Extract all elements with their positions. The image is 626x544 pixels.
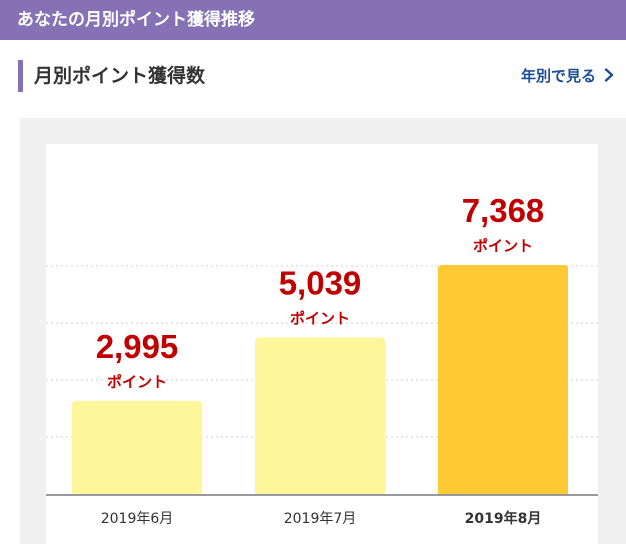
page-header: あなたの月別ポイント獲得推移: [0, 0, 626, 40]
bar-unit-label: ポイント: [107, 373, 167, 391]
section-title: 月別ポイント獲得数: [34, 65, 206, 87]
monthly-points-chart: 2,995 ポイント 2019年6月 5,039 ポイント 2019年7月 7,368 ポイン…: [46, 192, 598, 527]
bar-value-label: 7,368: [462, 192, 545, 229]
x-tick-label: 2019年8月: [465, 510, 542, 527]
bar: [438, 265, 568, 494]
chevron-right-icon: [604, 58, 614, 94]
bar-value-label: 2,995: [96, 328, 179, 365]
yearly-view-link[interactable]: 年別で見る: [521, 58, 614, 94]
bar-unit-label: ポイント: [473, 237, 533, 255]
bar: [72, 400, 202, 494]
x-tick-label: 2019年6月: [101, 511, 174, 527]
section-header: 月別ポイント獲得数 年別で見る: [0, 58, 626, 94]
chart-panel: 2,995 ポイント 2019年6月 5,039 ポイント 2019年7月 7,368 ポイン…: [20, 118, 626, 544]
chart-footer: [46, 538, 598, 544]
bar-value-label: 5,039: [279, 264, 362, 301]
yearly-view-link-label: 年別で見る: [520, 67, 596, 85]
page-header-title: あなたの月別ポイント獲得推移: [17, 10, 255, 30]
x-tick-label: 2019年7月: [284, 511, 357, 527]
bar-unit-label: ポイント: [290, 309, 350, 327]
bar: [255, 337, 385, 494]
section-accent-bar: [18, 60, 23, 92]
chart-box: 2,995 ポイント 2019年6月 5,039 ポイント 2019年7月 7,368 ポイン…: [46, 144, 598, 538]
